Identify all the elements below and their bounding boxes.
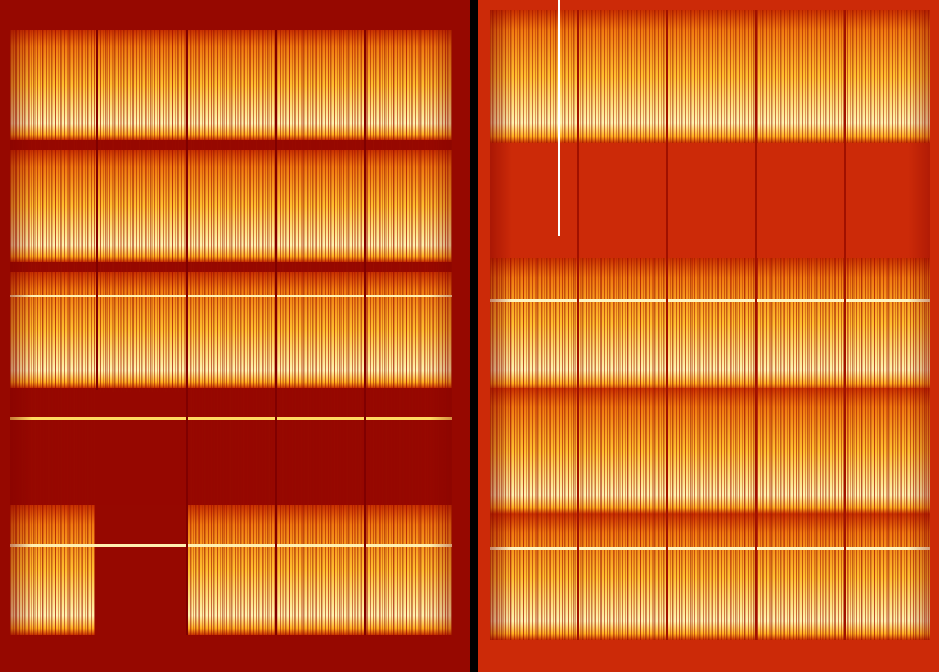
- edge-shade: [490, 10, 930, 640]
- streak: [558, 0, 560, 236]
- right-bands: [490, 0, 930, 640]
- divider: [470, 0, 478, 672]
- edge-shade: [10, 30, 452, 635]
- left-bands: [10, 30, 452, 637]
